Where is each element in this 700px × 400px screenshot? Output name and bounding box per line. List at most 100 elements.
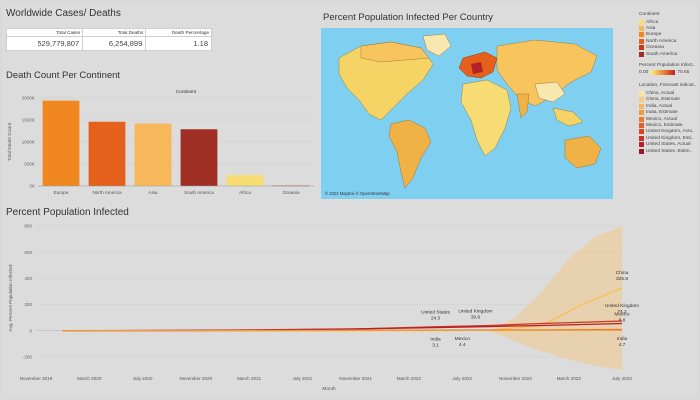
bar-asia (134, 123, 172, 186)
bar-ytick-label: 2000K (22, 96, 36, 101)
kpi-value-cases: 529,779,807 (5, 36, 84, 51)
legend-forecast-item[interactable]: India, Estimate (639, 110, 699, 116)
kpi-header-cases: Total Cases (5, 28, 84, 37)
line-xtick-label: November 2020 (179, 376, 212, 381)
percent-infected-line-chart: -200 0 200 400 600 800 Avg. Percent Population… (8, 224, 639, 392)
legend-forecast-label: Mexico, Actual (646, 116, 677, 122)
legend-forecast-label: United States, Actual (646, 142, 691, 148)
legend-forecast-label: India, Actual (646, 103, 673, 109)
world-map-graphic: © 2022 Mapbox © OpenStreetMap (325, 33, 602, 196)
legend-continent-item[interactable]: North America (639, 38, 699, 44)
legend-continent-item[interactable]: Europe (639, 32, 699, 38)
bar-header-label: Continent (176, 89, 197, 95)
bar-category-label: Oceania (282, 190, 300, 195)
legend-continent-swatch (639, 38, 644, 44)
bar-category-label: Africa (239, 190, 251, 195)
legend-forecast-swatch (639, 122, 644, 128)
line-label-value: 4.7 (619, 342, 626, 348)
legend-forecast-label: India, Estimate (646, 110, 678, 116)
bar-category-label: South America (184, 190, 214, 195)
legend-infected-title: Percent Population Infect.. (639, 63, 696, 69)
legend-continent-item[interactable]: Africa (639, 19, 699, 25)
legend-gradient-bar (650, 70, 676, 76)
legend-forecast-item[interactable]: Mexico, Actual (639, 116, 699, 122)
legend-forecast-label: United Kingdom, Actu.. (646, 129, 695, 135)
line-label-value: 3.1 (432, 342, 439, 348)
line-xtick-label: July 2023 (612, 376, 632, 381)
legend-continent-item[interactable]: South America (639, 51, 699, 57)
bar-ytick-label: 1000K (22, 140, 36, 145)
legend-forecast-item[interactable]: Mexico, Estimate (639, 122, 699, 128)
kpi-header-deaths: Total Deaths (82, 28, 147, 37)
legend-forecast-item[interactable]: India, Actual (639, 103, 699, 109)
legend-forecast-item[interactable]: United States, Actual (639, 141, 699, 148)
kpi-title: Worldwide Cases/ Deaths (6, 8, 121, 19)
legend-continent-item[interactable]: Oceania (639, 45, 699, 51)
line-xtick-label: March 2022 (397, 376, 422, 381)
legend-infected-max: 70.65 (677, 70, 690, 76)
line-ytick-label: 600 (24, 250, 32, 255)
bar-ytick-label: 0K (29, 184, 36, 189)
legend-forecast-item[interactable]: United States, Estim.. (639, 148, 699, 154)
line-label-name: United States (421, 310, 450, 316)
legend-continent-item[interactable]: Asia (639, 25, 699, 32)
line-chart-title: Percent Population Infected (6, 207, 129, 218)
line-ytick-label: -200 (23, 355, 33, 360)
bar-chart-title: Death Count Per Continent (6, 70, 121, 81)
line-label-value: 4.4 (459, 342, 466, 348)
legend-continent-label: Africa (646, 19, 659, 25)
bar-ytick-label: 500K (24, 162, 36, 167)
legend-continent-title: Continent (639, 12, 660, 17)
legend-continent-swatch (639, 45, 644, 51)
legend-forecast-item[interactable]: China, Estimate (639, 97, 699, 103)
legend-forecast-swatch (639, 110, 644, 116)
line-ytick-label: 0 (29, 328, 32, 333)
death-count-bar-chart: Continent 0K 500K 1000K 1500K 2000K Total Deat… (7, 89, 314, 195)
bar-north-america (88, 121, 126, 186)
line-label-value: 74.2 (617, 309, 627, 315)
legend-continent-label: Asia (646, 26, 656, 32)
legend-continent-label: Europe (646, 32, 662, 38)
legend-forecast-swatch (639, 116, 644, 122)
legend-continent-label: South America (646, 51, 678, 57)
legend-continent-swatch (639, 32, 644, 38)
line-label-value: 24.3 (431, 316, 441, 322)
line-label-name: Mexico (614, 312, 630, 318)
bar-category-label: Asia (149, 190, 158, 195)
line-xtick-label: July 2021 (293, 376, 313, 381)
map-attribution: © 2022 Mapbox © OpenStreetMap (325, 191, 390, 196)
line-xlabel: Month (322, 386, 336, 392)
bar-category-label: Europe (54, 190, 69, 195)
line-label-value: 8.8 (619, 318, 626, 324)
legend-forecast-swatch (639, 91, 644, 97)
line-xtick-label: July 2022 (452, 376, 472, 381)
line-xtick-label: November 2022 (499, 376, 532, 381)
infection-map[interactable]: © 2022 Mapbox © OpenStreetMap (321, 28, 613, 199)
legend-continent-label: North America (646, 38, 677, 44)
legend-forecast-swatch (639, 103, 644, 109)
line-xtick-label: March 2020 (77, 376, 102, 381)
forecast-confidence-band (488, 226, 622, 370)
legend-forecast-item[interactable]: United Kingdom, Actu.. (639, 129, 699, 135)
kpi-value-deaths: 6,254,899 (82, 36, 147, 51)
legend-continent-swatch (639, 19, 644, 25)
map-title: Percent Population Infected Per Country (323, 12, 494, 23)
line-label-name: China (616, 270, 629, 276)
line-xtick-label: November 2021 (339, 376, 372, 381)
legend-forecast-item[interactable]: China, Actual (639, 90, 699, 97)
line-xtick-label: March 2021 (237, 376, 262, 381)
legend-forecast-title: Location, Forecast indicat.. (639, 83, 697, 89)
line-xtick-label: July 2020 (133, 376, 153, 381)
line-ytick-label: 400 (24, 276, 32, 281)
legend-continent-label: Oceania (646, 45, 664, 51)
line-xtick-label: November 2019 (20, 376, 53, 381)
bar-category-label: North America (92, 190, 122, 195)
legend-forecast-swatch (639, 142, 644, 148)
legend-continent-swatch (639, 26, 644, 32)
line-label-name: Mexico (455, 336, 471, 342)
line-ytick-label: 200 (24, 302, 32, 307)
line-label-name: United Kingdom (605, 303, 639, 309)
map-legend: Continent Africa Asia Europe North America O… (639, 8, 699, 154)
legend-forecast-item[interactable]: United Kingdom, Esti.. (639, 135, 699, 141)
